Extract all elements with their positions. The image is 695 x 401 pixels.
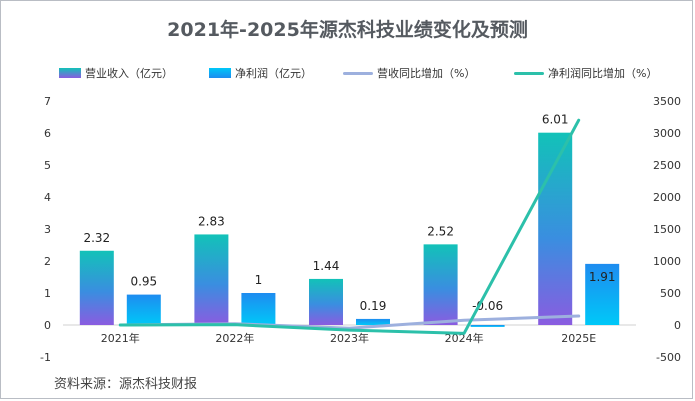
data-label-revenue: 2.52 [427,224,454,238]
legend-swatch-profit-growth [514,71,544,75]
legend-label-profit: 净利润（亿元） [235,67,312,80]
right-axis-tick-label: 0 [674,319,681,332]
right-axis-tick-label: 1500 [653,223,681,236]
legend-label-revenue-growth: 营收同比增加（%） [377,67,476,80]
data-label-profit: 1 [255,273,263,287]
right-axis-tick-label: 3500 [653,95,681,108]
bar-profit [470,325,505,327]
left-axis-tick-label: 3 [44,223,51,236]
bar-revenue [194,234,229,325]
left-axis-tick-label: 7 [44,95,51,108]
legend-item-profit: 净利润（亿元） [209,65,312,81]
legend-swatch-profit [209,68,231,78]
left-axis-tick-label: -1 [40,351,51,364]
left-axis-tick-label: 5 [44,159,51,172]
left-axis-tick-label: 1 [44,287,51,300]
x-axis-tick-label: 2022年 [215,331,254,345]
bar-revenue [423,244,458,325]
left-axis-tick-label: 0 [44,319,51,332]
bar-profit [241,293,276,325]
legend-label-profit-growth: 净利润同比增加（%） [548,67,658,80]
bar-profit [356,318,390,325]
right-axis-tick-label: 2500 [653,159,681,172]
right-axis-tick-label: 500 [660,287,681,300]
bar-profit [126,294,161,325]
right-axis-tick-label: -500 [656,351,681,364]
bar-profit [585,263,620,325]
line-revenue-growth [118,314,581,330]
data-label-profit: 1.91 [589,270,616,284]
data-label-revenue: 2.32 [83,231,110,245]
data-label-profit: 0.19 [360,299,387,313]
line-profit-growth [118,118,581,335]
right-axis-tick-label: 1000 [653,255,681,268]
data-label-revenue: 1.44 [313,259,340,273]
right-axis-tick-label: 2000 [653,191,681,204]
left-axis-tick-label: 4 [44,191,51,204]
chart-title: 2021年-2025年源杰科技业绩变化及预测 [167,19,528,41]
legend-item-revenue-growth: 营收同比增加（%） [343,65,475,81]
source-note: 资料来源：源杰科技财报 [54,377,198,392]
x-axis-tick-label: 2021年 [101,331,140,345]
left-axis-tick-label: 2 [44,255,51,268]
legend-swatch-revenue [59,68,81,78]
data-label-revenue: 2.83 [198,214,225,228]
legend-item-revenue: 营业收入（亿元） [59,65,173,81]
right-axis-tick-label: 3000 [653,127,681,140]
x-axis-tick-label: 2025E [561,332,596,345]
legend-swatch-revenue-growth [343,71,373,75]
data-label-revenue: 6.01 [542,113,569,127]
legend-item-profit-growth: 净利润同比增加（%） [514,65,657,81]
x-axis-tick-label: 2023年 [330,331,369,345]
legend-label-revenue: 营业收入（亿元） [85,67,173,80]
data-label-profit: 0.95 [130,275,157,289]
bar-revenue [79,250,114,325]
left-axis-tick-label: 6 [44,127,51,140]
bar-revenue [309,278,343,325]
